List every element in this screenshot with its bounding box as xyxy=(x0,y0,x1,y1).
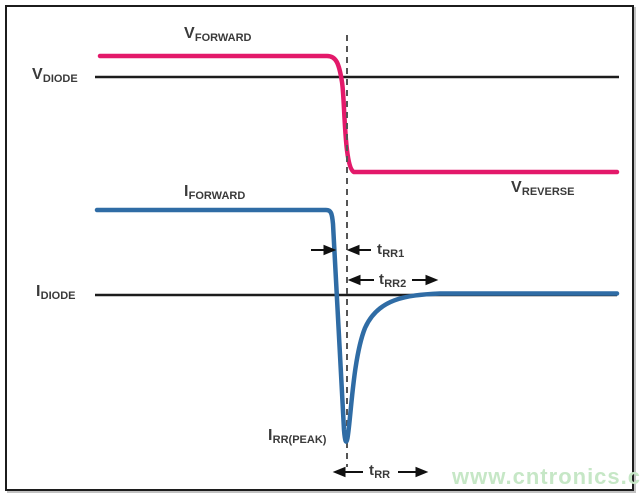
v-diode-base: V xyxy=(32,66,43,83)
voltage-waveform xyxy=(97,53,620,175)
v-forward-sub: FORWARD xyxy=(194,32,252,44)
i-rr-peak-base: I xyxy=(268,427,273,444)
t-rr1-label: tRR1 xyxy=(377,241,405,260)
i-forward-sub: FORWARD xyxy=(188,190,246,202)
i-diode-sub: DIODE xyxy=(40,290,76,302)
v-reverse-sub: REVERSE xyxy=(521,186,575,198)
t-rr1-sub: RR1 xyxy=(382,248,405,260)
i-diode-base: I xyxy=(36,283,41,300)
t-rr1-base: t xyxy=(377,241,383,258)
diagram-border xyxy=(5,5,634,491)
v-forward-label: VFORWARD xyxy=(184,25,252,44)
i-rr-peak-sub: RR(PEAK) xyxy=(272,434,327,446)
t-rr2-label: tRR2 xyxy=(379,271,407,290)
i-forward-base: I xyxy=(184,183,189,200)
i-forward-label: IFORWARD xyxy=(184,183,246,202)
v-reverse-base: V xyxy=(511,179,522,196)
trr2-arrows xyxy=(347,274,439,286)
t-rr-label: tRR xyxy=(369,462,391,481)
trr1-left-pointing-arrowhead xyxy=(346,244,360,256)
trr-arrows xyxy=(332,466,429,478)
t-rr2-base: t xyxy=(379,271,385,288)
watermark-text: www.cntronics.com xyxy=(452,464,640,489)
v-forward-base: V xyxy=(184,25,195,42)
trr2-right-pointing-arrowhead xyxy=(425,274,439,286)
v-reverse-label: VREVERSE xyxy=(511,179,575,198)
current-waveform xyxy=(94,207,620,444)
t-rr-base: t xyxy=(369,462,375,479)
v-diode-label: VDIODE xyxy=(32,66,78,85)
t-rr-sub: RR xyxy=(374,469,391,481)
t-rr2-sub: RR2 xyxy=(384,278,407,290)
v-diode-sub: DIODE xyxy=(42,73,78,85)
trr1-arrows xyxy=(311,244,371,256)
trr-right-pointing-arrowhead xyxy=(415,466,429,478)
i-diode-label: IDIODE xyxy=(36,283,76,302)
trr1-right-pointing-arrowhead xyxy=(323,244,337,256)
i-rr-peak-label: IRR(PEAK) xyxy=(268,427,327,446)
